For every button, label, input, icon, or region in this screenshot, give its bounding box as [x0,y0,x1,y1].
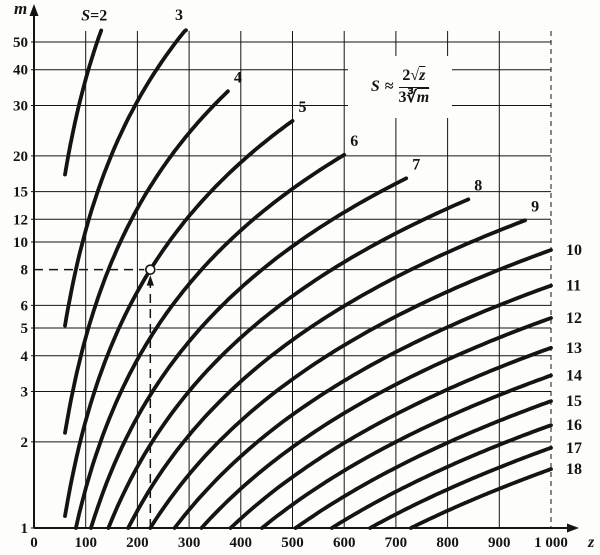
curve-label-s10: 10 [566,242,582,259]
curve-s8 [106,197,471,530]
curve-s11 [172,283,553,530]
annotation-point-marker [145,264,156,275]
x-tick-label-300: 300 [178,535,201,551]
x-axis-title: z [587,534,595,551]
y-tick-label-50: 50 [13,35,28,51]
curve-label-s2: S=2 [81,7,107,24]
formula-annotation: S ≈ 2√z 3∛m [348,56,452,118]
curve-label-s9: 9 [531,198,539,215]
curve-s6 [74,152,347,530]
curve-s18 [409,467,553,530]
y-tick-label-3: 3 [21,385,29,401]
curve-label-s14: 14 [566,367,582,384]
y-tick-label-8: 8 [21,263,29,279]
formula-lhs: S [370,78,380,95]
y-axis-arrow-icon [29,4,39,16]
x-axis-arrow-icon [567,523,579,533]
curve-s3 [63,28,188,328]
curve-label-s11: 11 [566,278,581,295]
formula-numerator: 2√z [398,67,430,88]
x-tick-label-200: 200 [126,535,149,551]
x-tick-label-400: 400 [230,535,253,551]
formula-denominator-coefficient: 3 [398,88,407,106]
curve-label-s7: 7 [412,156,420,173]
y-tick-label-20: 20 [13,149,28,165]
formula-fraction: 2√z 3∛m [398,67,430,107]
curve-label-s15: 15 [566,393,582,410]
x-tick-label-800: 800 [436,535,459,551]
y-tick-label-1: 1 [21,521,29,537]
formula-numerator-radicand: z [419,67,426,85]
x-tick-label-700: 700 [385,535,408,551]
cube-root-sign: ∛ [406,88,417,106]
x-tick-label-600: 600 [333,535,356,551]
y-tick-label-5: 5 [21,321,29,337]
curve-label-s16: 16 [566,417,582,434]
x-tick-label-1000: 1 000 [534,535,568,551]
curve-label-s6: 6 [350,133,358,150]
curve-s13 [228,345,553,530]
curve-label-s18: 18 [566,461,582,478]
curve-s2 [63,28,104,177]
curve-s15 [293,399,553,530]
curve-label-s4: 4 [234,69,242,86]
curve-s9 [126,218,527,530]
curve-s14 [260,373,553,530]
curve-s16 [329,423,553,530]
y-tick-label-2: 2 [21,435,29,451]
y-tick-label-15: 15 [13,185,28,201]
curve-label-s13: 13 [566,340,582,357]
formula-relation: ≈ [384,78,394,95]
formula-denominator: 3∛m [399,88,430,107]
curve-label-s5: 5 [299,99,307,116]
x-tick-label-500: 500 [281,535,304,551]
curve-s17 [368,445,553,530]
y-tick-label-4: 4 [21,349,29,365]
y-axis-title: m [14,0,27,18]
formula-denominator-radicand: m [416,88,430,106]
y-tick-label-10: 10 [13,235,28,251]
radical-sign: √ [410,67,420,85]
x-tick-label-900: 900 [488,535,511,551]
curve-s5 [63,119,295,518]
x-tick-label-0: 0 [30,535,38,551]
y-tick-label-12: 12 [13,212,28,228]
curve-label-s17: 17 [566,440,582,457]
curve-s12 [199,316,553,530]
curve-label-s12: 12 [566,310,582,327]
curve-s10 [148,248,553,530]
y-tick-label-40: 40 [13,63,28,79]
formula-numerator-coefficient: 2 [402,67,411,85]
x-tick-label-100: 100 [74,535,97,551]
curve-label-s3: 3 [175,7,183,24]
y-tick-label-6: 6 [21,298,29,314]
guide-arrow-up [146,275,154,286]
curve-s4 [63,89,230,435]
y-tick-label-30: 30 [13,98,28,114]
curve-s7 [89,176,409,530]
curve-label-s8: 8 [474,177,482,194]
